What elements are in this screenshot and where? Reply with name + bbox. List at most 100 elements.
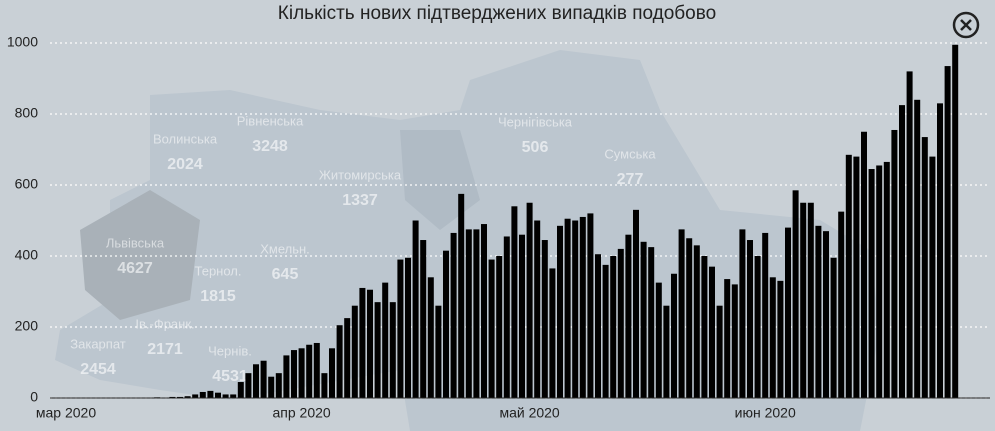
- map-region-value: 2454: [80, 361, 116, 378]
- bar: [526, 202, 533, 398]
- y-tick-label: 800: [15, 105, 39, 121]
- bar: [359, 287, 366, 398]
- y-tick-label: 400: [15, 247, 39, 263]
- bar: [769, 277, 776, 398]
- y-tick-label: 600: [15, 176, 39, 192]
- map-region-value: 277: [617, 171, 644, 188]
- bar: [245, 373, 252, 398]
- bar: [374, 302, 381, 398]
- bar: [807, 202, 814, 398]
- bar: [785, 227, 791, 398]
- bar: [389, 302, 396, 398]
- bar: [830, 257, 837, 398]
- map-region-name: Львівська: [106, 235, 165, 250]
- bar: [845, 154, 852, 398]
- bar: [496, 256, 503, 398]
- bar: [587, 213, 594, 398]
- bar: [397, 259, 404, 398]
- bar: [427, 277, 434, 398]
- close-button[interactable]: [952, 11, 980, 39]
- chart-title: Кількість нових підтверджених випадків п…: [278, 3, 716, 24]
- bar: [853, 156, 860, 398]
- map-region-value: 1815: [200, 288, 236, 305]
- bar: [602, 264, 609, 398]
- bar: [169, 396, 176, 398]
- bar: [541, 240, 548, 398]
- map-region-value: 645: [272, 266, 299, 283]
- bar: [838, 211, 845, 398]
- bar: [754, 256, 761, 398]
- bar: [420, 240, 427, 398]
- bar: [815, 225, 822, 398]
- bar: [914, 99, 921, 399]
- bar: [519, 234, 525, 398]
- x-tick-label: май 2020: [499, 405, 559, 421]
- bar: [405, 257, 411, 398]
- bar: [709, 266, 715, 398]
- bar: [777, 280, 784, 398]
- bar: [184, 396, 191, 398]
- bar: [351, 305, 358, 398]
- bar: [617, 248, 624, 398]
- map-region-name: Житомирська: [319, 167, 402, 182]
- bar: [329, 348, 335, 398]
- map-region-value: 2171: [147, 341, 183, 358]
- bar: [937, 103, 943, 398]
- bar: [944, 66, 951, 398]
- bar: [465, 229, 472, 398]
- bar: [215, 392, 221, 398]
- bar: [899, 105, 905, 398]
- bar: [222, 394, 229, 398]
- bar: [663, 305, 670, 398]
- bar: [747, 240, 753, 398]
- bar: [253, 364, 259, 398]
- bar: [952, 44, 959, 399]
- bar: [731, 284, 738, 398]
- bar: [906, 71, 913, 399]
- bar: [891, 129, 898, 398]
- bar: [412, 220, 419, 398]
- bar: [275, 373, 282, 398]
- bar: [283, 355, 290, 398]
- bar: [716, 305, 723, 398]
- bar: [739, 229, 746, 398]
- bar: [595, 254, 601, 398]
- bar: [230, 394, 237, 398]
- map-region-name: Волинська: [153, 131, 218, 146]
- bar: [579, 216, 586, 398]
- map-region-name: Чернігівська: [498, 114, 573, 129]
- bar: [481, 224, 487, 398]
- bar: [792, 190, 799, 398]
- y-tick-label: 1000: [7, 34, 38, 50]
- bar: [443, 250, 449, 398]
- map-region-value: 4627: [117, 260, 153, 277]
- x-tick-label: мар 2020: [36, 405, 96, 421]
- bar: [549, 268, 556, 398]
- bar: [921, 137, 928, 398]
- bar: [564, 218, 571, 398]
- bar: [488, 259, 495, 398]
- bar: [800, 202, 807, 398]
- bar: [313, 342, 320, 398]
- bar: [610, 256, 617, 398]
- bar: [291, 350, 297, 398]
- bar: [450, 232, 457, 398]
- x-tick-label: апр 2020: [273, 405, 331, 421]
- bar: [861, 131, 867, 398]
- bar: [511, 206, 518, 398]
- bar: [237, 382, 244, 398]
- bar: [640, 241, 647, 398]
- bar: [655, 282, 662, 398]
- bar: [260, 360, 267, 398]
- bar: [671, 273, 677, 398]
- bar: [823, 231, 829, 398]
- bar: [868, 169, 875, 398]
- map-region-name: Ів.-Франк.: [135, 316, 194, 331]
- bar: [344, 318, 351, 398]
- bar: [207, 390, 214, 398]
- bar: [876, 165, 883, 398]
- map-region-name: Чернів.: [208, 343, 252, 358]
- bar: [557, 225, 563, 398]
- bar: [382, 282, 389, 398]
